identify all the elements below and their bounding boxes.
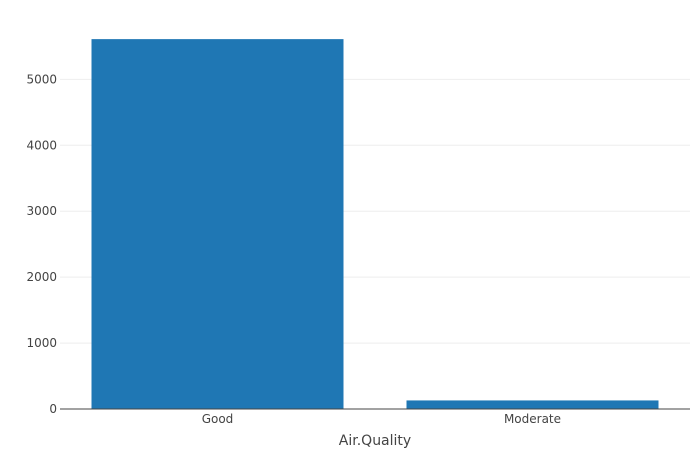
y-tick-label-3000: 3000 bbox=[26, 204, 57, 218]
bar-good[interactable] bbox=[91, 39, 344, 410]
tick-labels: 0 1000 2000 3000 4000 5000 Good Moderate bbox=[26, 72, 561, 426]
bar-moderate[interactable] bbox=[406, 400, 659, 409]
y-tick-label-4000: 4000 bbox=[26, 138, 57, 152]
x-tick-label-good: Good bbox=[202, 412, 234, 426]
y-tick-label-5000: 5000 bbox=[26, 72, 57, 86]
y-tick-label-2000: 2000 bbox=[26, 270, 57, 284]
bars bbox=[91, 39, 659, 410]
y-tick-label-1000: 1000 bbox=[26, 336, 57, 350]
x-tick-label-moderate: Moderate bbox=[504, 412, 561, 426]
y-tick-label-0: 0 bbox=[49, 402, 57, 416]
x-axis-title: Air.Quality bbox=[339, 433, 411, 449]
